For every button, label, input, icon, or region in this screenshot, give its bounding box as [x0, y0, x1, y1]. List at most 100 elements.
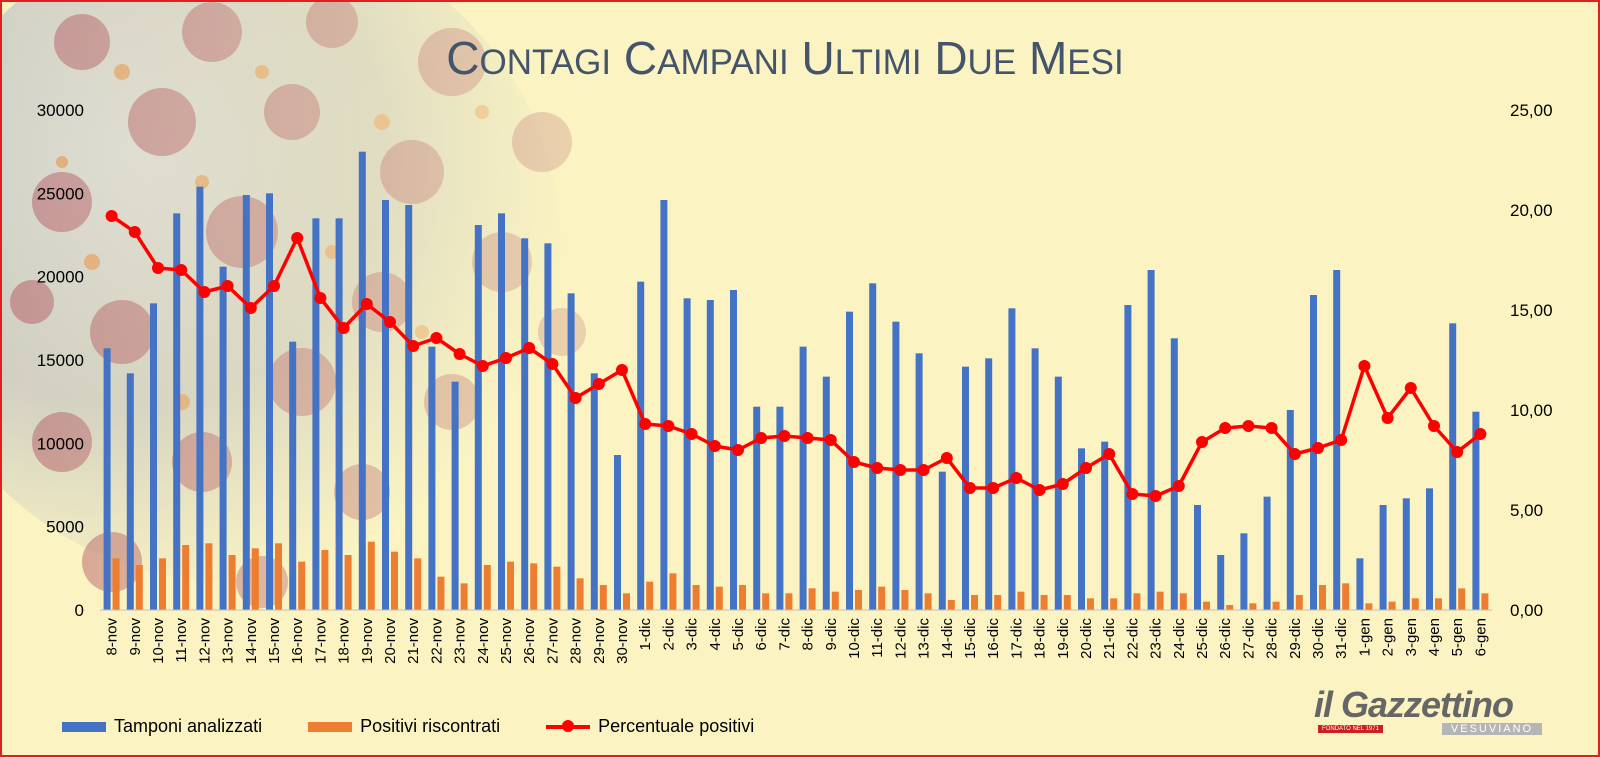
- bar-tamponi: [637, 281, 645, 610]
- x-tick-label: 25-dic: [1194, 618, 1211, 659]
- point-percentuale: [1126, 488, 1139, 500]
- bar-positivi: [901, 590, 909, 610]
- bar-tamponi: [1147, 270, 1155, 610]
- bar-positivi: [599, 585, 607, 610]
- bar-tamponi: [869, 283, 877, 610]
- point-percentuale: [360, 298, 373, 310]
- bar-positivi: [483, 565, 491, 610]
- bar-positivi: [298, 561, 306, 610]
- point-percentuale: [430, 332, 443, 344]
- bar-positivi: [205, 543, 213, 610]
- bar-positivi: [112, 558, 120, 610]
- point-percentuale: [801, 432, 814, 444]
- y-right-tick-label: 20,00: [1510, 201, 1553, 220]
- bar-tamponi: [683, 298, 691, 610]
- point-percentuale: [453, 348, 466, 360]
- title-rest: LTIMI: [835, 43, 922, 82]
- bar-tamponi: [358, 151, 366, 610]
- bar-positivi: [1249, 603, 1257, 610]
- x-tick-label: 12-nov: [196, 618, 213, 664]
- bar-positivi: [692, 585, 700, 610]
- bar-positivi: [947, 600, 955, 610]
- point-percentuale: [1428, 420, 1440, 432]
- point-percentuale: [987, 482, 1000, 494]
- bar-tamponi: [1356, 558, 1364, 610]
- x-axis: 8-nov 9-nov 10-nov 11-nov 12-nov 13-nov 14-nov…: [100, 609, 1492, 664]
- point-percentuale: [755, 432, 768, 444]
- bar-tamponi: [799, 346, 807, 610]
- bar-positivi: [1435, 598, 1442, 610]
- x-tick-label: 3-gen: [1403, 618, 1420, 656]
- bar-positivi: [507, 561, 514, 610]
- point-percentuale: [500, 352, 512, 364]
- x-tick-label: 1-dic: [637, 618, 654, 651]
- bar-positivi: [1087, 598, 1094, 610]
- x-tick-label: 2-gen: [1380, 618, 1397, 656]
- point-percentuale: [175, 264, 188, 276]
- brand-logo: il Gazzettino FONDATO NEL 1971 VESUVIANO: [1314, 684, 1544, 744]
- bar-positivi: [275, 543, 282, 610]
- bar-tamponi: [776, 406, 784, 610]
- y-right-tick-label: 10,00: [1510, 401, 1553, 420]
- x-tick-label: 23-dic: [1148, 618, 1165, 659]
- x-tick-label: 30-dic: [1310, 618, 1327, 659]
- x-tick-label: 22-dic: [1124, 618, 1141, 659]
- point-percentuale: [1056, 478, 1069, 490]
- x-tick-label: 24-dic: [1171, 618, 1188, 659]
- bar-tamponi: [1379, 505, 1387, 610]
- point-percentuale: [407, 340, 420, 352]
- y-left-tick-label: 15000: [37, 351, 84, 370]
- x-tick-label: 2-dic: [660, 618, 677, 651]
- point-percentuale: [1080, 462, 1092, 474]
- bar-tamponi: [126, 373, 134, 610]
- bar-tamponi: [428, 346, 436, 610]
- title-rest: AMPANI: [657, 43, 789, 82]
- x-tick-label: 30-nov: [614, 618, 631, 664]
- point-percentuale: [546, 358, 559, 370]
- y-left-tick-label: 20000: [37, 268, 84, 287]
- point-percentuale: [824, 434, 837, 446]
- point-percentuale: [152, 262, 164, 274]
- bar-tamponi: [590, 373, 598, 610]
- legend-swatch-red-line: [546, 719, 591, 732]
- bar-positivi: [669, 573, 677, 610]
- brand-name: il Gazzettino: [1314, 684, 1514, 725]
- x-tick-label: 22-nov: [428, 618, 445, 664]
- x-tick-label: 8-dic: [800, 618, 817, 651]
- legend-swatch-blue: [62, 721, 106, 732]
- x-tick-label: 8-nov: [104, 618, 121, 656]
- title-rest: UE: [968, 43, 1017, 82]
- y-left-tick-label: 10000: [37, 434, 84, 453]
- y-left-tick-label: 5000: [46, 518, 84, 537]
- chart-legend: Tamponi analizzati Positivi riscontrati …: [62, 716, 800, 737]
- point-percentuale: [1033, 484, 1046, 496]
- x-tick-label: 28-dic: [1264, 618, 1281, 659]
- point-percentuale: [1219, 422, 1232, 434]
- x-tick-label: 17-dic: [1008, 618, 1025, 659]
- point-percentuale: [1265, 422, 1278, 434]
- bar-positivi: [228, 555, 236, 610]
- x-tick-label: 21-dic: [1101, 618, 1118, 659]
- series-percentuale-positivi: [105, 210, 1487, 502]
- x-tick-label: 18-dic: [1032, 618, 1049, 659]
- x-tick-label: 6-dic: [753, 618, 770, 651]
- x-tick-label: 25-nov: [498, 618, 515, 664]
- x-tick-label: 13-nov: [220, 618, 237, 664]
- legend-item-percentuale: Percentuale positivi: [546, 716, 754, 737]
- x-tick-label: 15-nov: [266, 618, 283, 664]
- point-percentuale: [917, 464, 930, 476]
- bar-positivi: [1411, 598, 1419, 610]
- bar-tamponi: [706, 300, 714, 610]
- legend-item-positivi: Positivi riscontrati: [308, 716, 500, 737]
- bar-tamponi: [312, 218, 320, 611]
- x-tick-label: 16-dic: [985, 618, 1002, 659]
- x-tick-label: 23-nov: [452, 618, 469, 664]
- bar-positivi: [414, 558, 422, 610]
- x-tick-label: 19-nov: [359, 618, 376, 664]
- point-percentuale: [685, 428, 698, 440]
- title-rest: ESI: [1067, 43, 1123, 82]
- x-tick-label: 27-nov: [544, 618, 561, 664]
- bar-tamponi: [219, 266, 227, 610]
- series-positivi-riscontrati: [112, 541, 1489, 610]
